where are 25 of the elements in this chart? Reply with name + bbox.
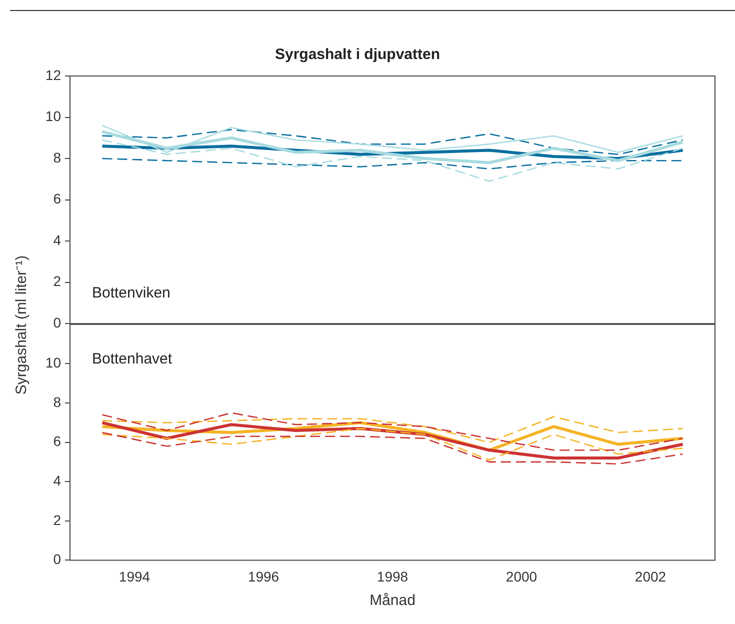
y-tick-label: 0 [53, 314, 62, 330]
y-tick-label: 12 [45, 66, 62, 83]
y-axis-title: Syrgashalt (ml liter⁻¹) [12, 254, 31, 397]
y-tick-label: 10 [45, 354, 62, 371]
y-tick-label: 4 [53, 232, 62, 248]
x-axis-title: Månad [370, 592, 416, 610]
y-tick-label: 2 [53, 273, 62, 290]
line-series [102, 128, 684, 156]
line-series [102, 412, 684, 451]
y-tick-label: 10 [45, 108, 62, 124]
x-tick-label: 2000 [506, 568, 538, 584]
y-tick-label: 2 [53, 512, 62, 528]
y-tick-label: 8 [53, 149, 62, 166]
x-tick-label: 1994 [118, 568, 150, 584]
y-tick-label: 4 [53, 472, 62, 488]
y-tick-label: 8 [53, 394, 62, 410]
x-tick-label: 2002 [634, 568, 666, 584]
y-tick-label: 0 [53, 551, 62, 568]
x-tick-label: 1998 [376, 568, 408, 584]
x-tick-label: 1996 [248, 568, 280, 584]
chart-title: Syrgashalt i djupvatten [274, 46, 440, 64]
annotation: Bottenviken [92, 284, 170, 302]
y-tick-label: 6 [53, 433, 62, 450]
y-tick-label: 6 [53, 190, 62, 207]
annotation: Bottenhavet [92, 350, 173, 368]
